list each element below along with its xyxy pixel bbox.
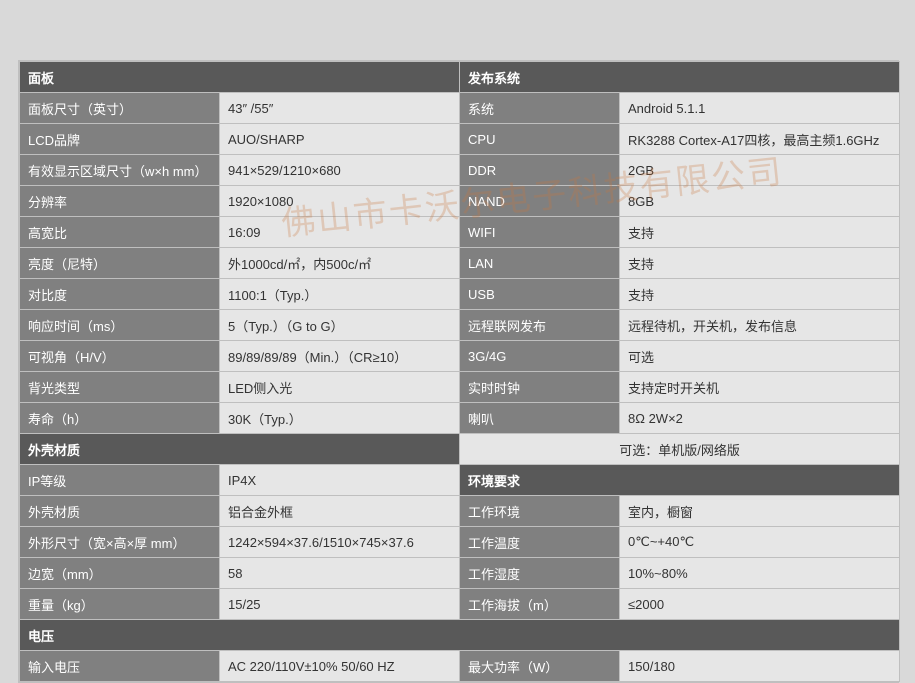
cell-value: 支持 xyxy=(620,248,900,279)
cell-label: 响应时间（ms） xyxy=(20,310,220,341)
cell-value: 58 xyxy=(220,558,460,589)
cell-value: 1242×594×37.6/1510×745×37.6 xyxy=(220,527,460,558)
cell-value: 支持 xyxy=(620,217,900,248)
cell-label: 输入电压 xyxy=(20,651,220,682)
cell-label: 远程联网发布 xyxy=(460,310,620,341)
cell-value: 15/25 xyxy=(220,589,460,620)
cell-label: DDR xyxy=(460,155,620,186)
cell-label: 最大功率（W） xyxy=(460,651,620,682)
cell-value: 8GB xyxy=(620,186,900,217)
cell-value: 室内，橱窗 xyxy=(620,496,900,527)
cell-value: 30K（Typ.） xyxy=(220,403,460,434)
cell-label: 高宽比 xyxy=(20,217,220,248)
cell-value: 远程待机，开关机，发布信息 xyxy=(620,310,900,341)
cell-value: 5（Typ.）（G to G） xyxy=(220,310,460,341)
power-section-header: 电压 xyxy=(20,620,900,651)
cell-value: 89/89/89/89（Min.）（CR≥10） xyxy=(220,341,460,372)
cell-value: 43″ /55″ xyxy=(220,93,460,124)
cell-value: 1100:1（Typ.） xyxy=(220,279,460,310)
cell-label: 工作环境 xyxy=(460,496,620,527)
cell-label: IP等级 xyxy=(20,465,220,496)
cell-label: 外壳材质 xyxy=(20,496,220,527)
cell-label: 工作海拔（m） xyxy=(460,589,620,620)
option-row: 可选：单机版/网络版 xyxy=(460,434,900,465)
cell-label: 有效显示区域尺寸（w×h mm） xyxy=(20,155,220,186)
cell-value: 150/180 xyxy=(620,651,900,682)
cell-label: 3G/4G xyxy=(460,341,620,372)
cell-label: 可视角（H/V） xyxy=(20,341,220,372)
cell-label: 寿命（h） xyxy=(20,403,220,434)
cell-label: 工作温度 xyxy=(460,527,620,558)
cell-label: LCD品牌 xyxy=(20,124,220,155)
cell-value: LED侧入光 xyxy=(220,372,460,403)
shell-section-header: 外壳材质 xyxy=(20,434,460,465)
cell-label: 实时时钟 xyxy=(460,372,620,403)
cell-value: 941×529/1210×680 xyxy=(220,155,460,186)
cell-value: AC 220/110V±10% 50/60 HZ xyxy=(220,651,460,682)
cell-label: 亮度（尼特） xyxy=(20,248,220,279)
system-section-header: 发布系统 xyxy=(460,62,900,93)
cell-value: ≤2000 xyxy=(620,589,900,620)
cell-label: WIFI xyxy=(460,217,620,248)
cell-label: 背光类型 xyxy=(20,372,220,403)
cell-value: 16:09 xyxy=(220,217,460,248)
cell-label: 分辨率 xyxy=(20,186,220,217)
cell-value: 铝合金外框 xyxy=(220,496,460,527)
cell-value: 可选 xyxy=(620,341,900,372)
env-section-header: 环境要求 xyxy=(460,465,900,496)
cell-label: NAND xyxy=(460,186,620,217)
cell-label: 边宽（mm） xyxy=(20,558,220,589)
cell-label: 外形尺寸（宽×高×厚 mm） xyxy=(20,527,220,558)
cell-label: 喇叭 xyxy=(460,403,620,434)
cell-value: 8Ω 2W×2 xyxy=(620,403,900,434)
cell-label: 工作湿度 xyxy=(460,558,620,589)
cell-label: CPU xyxy=(460,124,620,155)
cell-value: IP4X xyxy=(220,465,460,496)
panel-section-header: 面板 xyxy=(20,62,460,93)
cell-value: 10%~80% xyxy=(620,558,900,589)
cell-label: LAN xyxy=(460,248,620,279)
cell-value: Android 5.1.1 xyxy=(620,93,900,124)
cell-value: AUO/SHARP xyxy=(220,124,460,155)
cell-value: 0℃~+40℃ xyxy=(620,527,900,558)
cell-value: 2GB xyxy=(620,155,900,186)
cell-label: 重量（kg） xyxy=(20,589,220,620)
cell-label: USB xyxy=(460,279,620,310)
cell-value: 1920×1080 xyxy=(220,186,460,217)
cell-value: 外1000cd/㎡，内500c/㎡ xyxy=(220,248,460,279)
cell-value: 支持 xyxy=(620,279,900,310)
spec-table-container: 面板 发布系统 面板尺寸（英寸）43″ /55″系统Android 5.1.1 … xyxy=(18,60,899,683)
cell-value: 支持定时开关机 xyxy=(620,372,900,403)
cell-value: RK3288 Cortex-A17四核，最高主频1.6GHz xyxy=(620,124,900,155)
spec-table: 面板 发布系统 面板尺寸（英寸）43″ /55″系统Android 5.1.1 … xyxy=(19,61,900,682)
cell-label: 对比度 xyxy=(20,279,220,310)
cell-label: 面板尺寸（英寸） xyxy=(20,93,220,124)
cell-label: 系统 xyxy=(460,93,620,124)
